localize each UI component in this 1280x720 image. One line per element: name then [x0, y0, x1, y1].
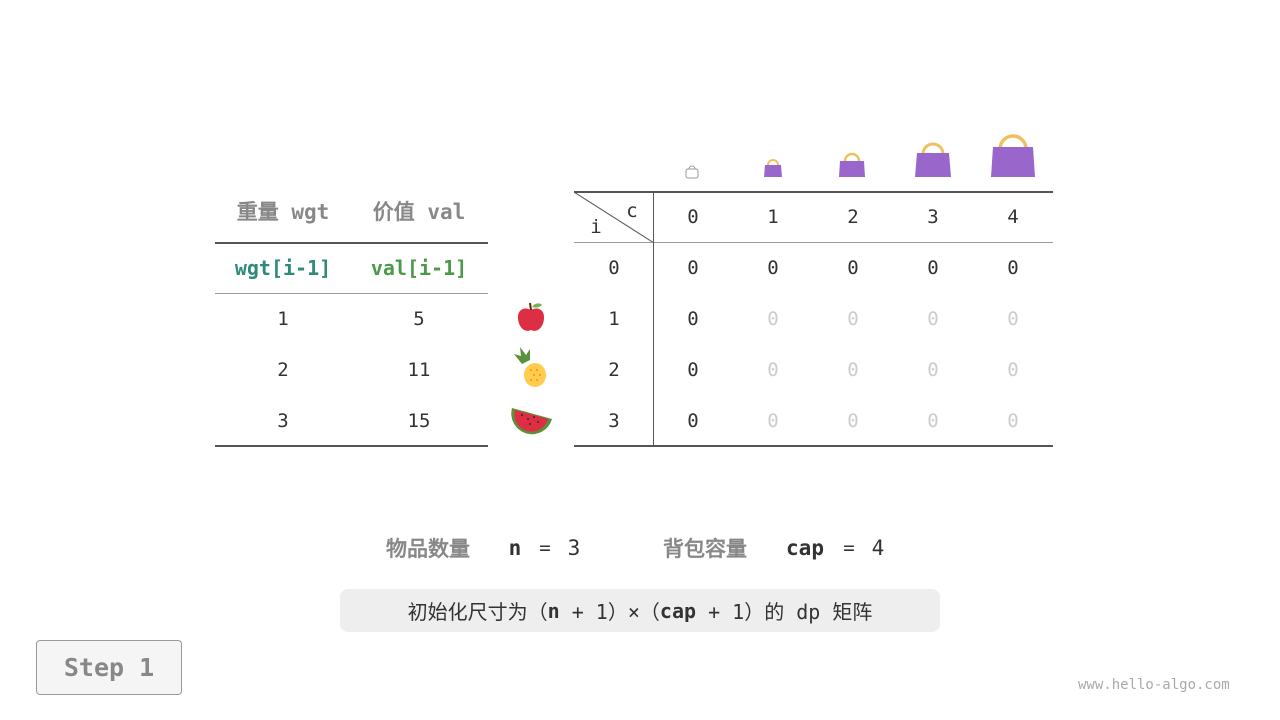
- dp-cell: 0: [1007, 359, 1019, 381]
- dp-cell: 0: [687, 257, 699, 279]
- dp-cell: 0: [927, 359, 939, 381]
- divider: [574, 445, 1053, 447]
- dp-cell: 0: [767, 410, 779, 432]
- n-var: n: [508, 536, 522, 560]
- cap-eq: =: [843, 537, 855, 559]
- watermark: www.hello-algo.com: [1078, 677, 1230, 693]
- cap-var: cap: [786, 536, 824, 560]
- dp-cell: 0: [847, 359, 859, 381]
- dp-cell: 0: [767, 257, 779, 279]
- dp-cell: 0: [767, 308, 779, 330]
- dp-cell: 0: [927, 308, 939, 330]
- wgt-cell: 1: [277, 308, 289, 330]
- bag-icon: [991, 134, 1035, 177]
- dp-cell: 0: [927, 410, 939, 432]
- bag-icon: [685, 165, 699, 179]
- dp-cell: 0: [767, 359, 779, 381]
- caption-text: + 1）的 dp 矩阵: [696, 600, 873, 624]
- row-header: 0: [608, 257, 620, 279]
- vertical-divider: [653, 192, 654, 446]
- divider: [215, 293, 488, 294]
- dp-cell: 0: [687, 359, 699, 381]
- watermelon-icon: [511, 408, 552, 435]
- divider: [215, 445, 488, 447]
- row-header: 2: [608, 359, 620, 381]
- wgt-cell: 3: [277, 410, 289, 432]
- dp-cell: 0: [847, 257, 859, 279]
- wgt-cell: 2: [277, 359, 289, 381]
- subheader-wgt: wgt[i-1]: [234, 256, 332, 280]
- col-header: 0: [687, 206, 699, 228]
- n-value: 3: [567, 536, 581, 560]
- divider: [574, 242, 1053, 243]
- dp-cell: 0: [1007, 308, 1019, 330]
- val-cell: 15: [407, 410, 431, 432]
- dp-cell: 0: [1007, 410, 1019, 432]
- pineapple-icon: [514, 347, 546, 387]
- bag-icon: [915, 142, 951, 177]
- corner-row-label: i: [590, 216, 602, 238]
- caption-text: + 1）×（: [559, 600, 660, 624]
- header-value: 价值 val: [372, 200, 466, 224]
- val-cell: 11: [407, 359, 431, 381]
- cap-value: 4: [871, 536, 885, 560]
- bag-icon: [839, 152, 865, 177]
- step-button[interactable]: Step 1: [36, 640, 182, 695]
- divider: [574, 191, 1053, 193]
- bag-icon: [764, 159, 782, 177]
- dp-cell: 0: [1007, 257, 1019, 279]
- caption-n: n: [547, 598, 560, 623]
- n-eq: =: [539, 537, 551, 559]
- header-weight: 重量 wgt: [236, 200, 330, 224]
- n-label: 物品数量: [386, 537, 470, 561]
- col-header: 1: [767, 206, 779, 228]
- col-header: 2: [847, 206, 859, 228]
- val-cell: 5: [413, 308, 425, 330]
- dp-cell: 0: [847, 308, 859, 330]
- row-header: 1: [608, 308, 620, 330]
- dp-cell: 0: [847, 410, 859, 432]
- subheader-val: val[i-1]: [370, 256, 468, 280]
- caption-box: 初始化尺寸为（ n + 1）×（ cap + 1）的 dp 矩阵: [340, 589, 940, 632]
- caption-text: 初始化尺寸为（: [407, 600, 548, 624]
- dp-cell: 0: [927, 257, 939, 279]
- col-header: 4: [1007, 206, 1019, 228]
- row-header: 3: [608, 410, 620, 432]
- apple-icon: [517, 302, 545, 331]
- caption-cap: cap: [659, 598, 697, 623]
- divider: [215, 242, 488, 244]
- cap-label: 背包容量: [663, 537, 747, 561]
- col-header: 3: [927, 206, 939, 228]
- dp-cell: 0: [687, 308, 699, 330]
- dp-cell: 0: [687, 410, 699, 432]
- corner-col-label: c: [626, 200, 638, 222]
- corner-diagonal: [574, 192, 654, 244]
